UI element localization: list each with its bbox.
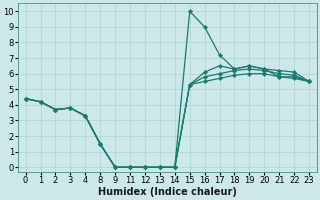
X-axis label: Humidex (Indice chaleur): Humidex (Indice chaleur) (98, 187, 237, 197)
